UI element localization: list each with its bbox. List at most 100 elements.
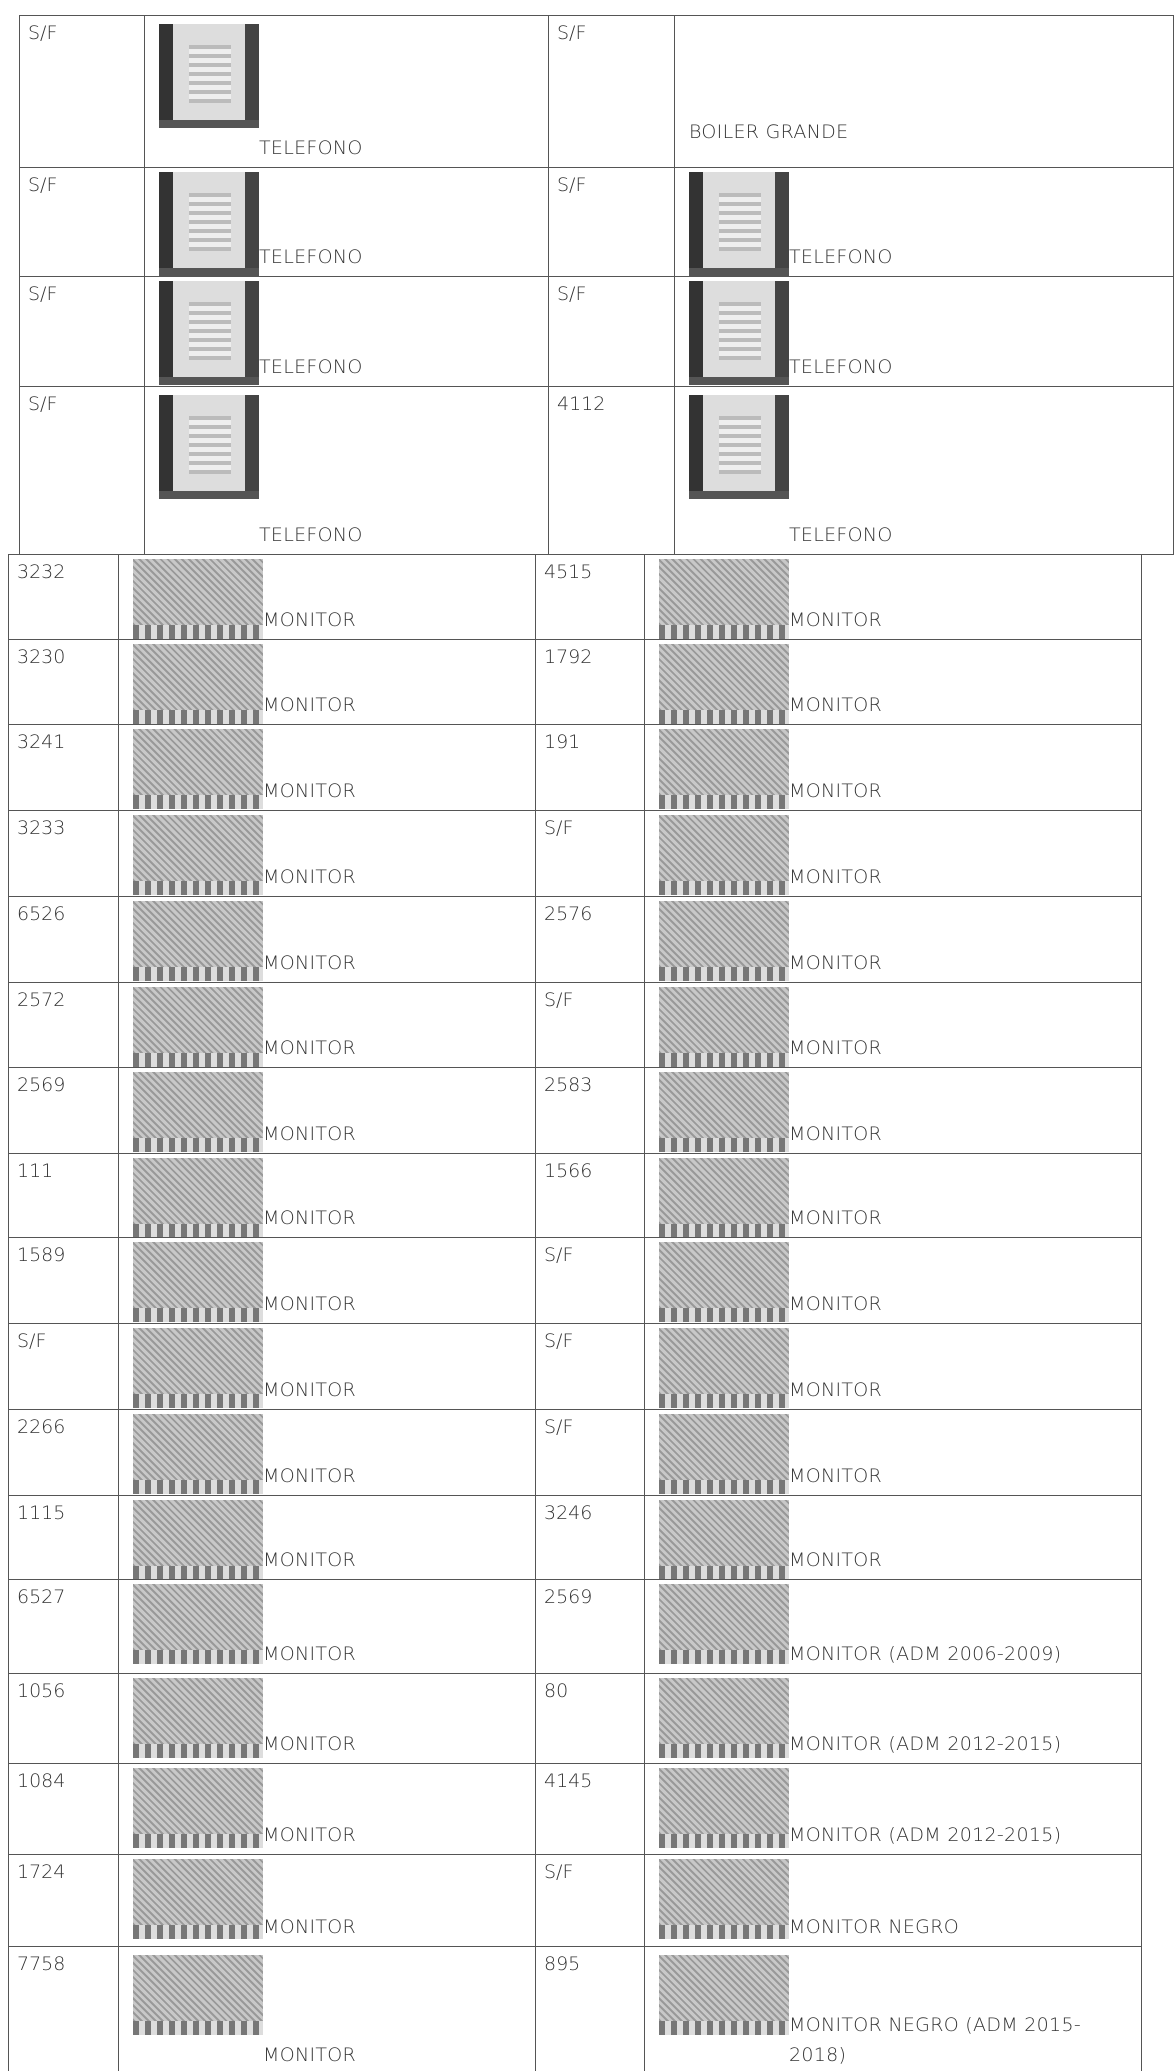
item-label: TELEFONO [789, 356, 893, 378]
inventory-code: 2576 [544, 903, 593, 925]
item-label: MONITOR [263, 952, 357, 974]
item-label: TELEFONO [789, 246, 893, 268]
item-cell: MONITOR [118, 1946, 536, 2071]
code-cell: 2266 [8, 1409, 119, 1496]
inventory-code: S/F [557, 174, 587, 196]
item-label: MONITOR [263, 1549, 357, 1571]
item-label: MONITOR [789, 1037, 883, 1059]
inventory-code: 7758 [17, 1953, 66, 1975]
item-cell: MONITOR [644, 639, 1142, 725]
item-label: MONITOR [789, 866, 883, 888]
item-photo [659, 1500, 789, 1580]
item-photo [133, 1768, 263, 1848]
item-label: MONITOR [263, 609, 357, 631]
item-label: MONITOR [789, 1207, 883, 1229]
item-cell: MONITOR [644, 1153, 1142, 1238]
code-cell: S/F [19, 167, 145, 277]
item-label: MONITOR [263, 866, 357, 888]
item-cell: MONITOR [118, 1323, 536, 1410]
code-cell: S/F [19, 386, 145, 555]
item-photo [159, 281, 259, 385]
item-cell: TELEFONO [144, 276, 549, 387]
item-photo [659, 901, 789, 981]
item-label: MONITOR [263, 1465, 357, 1487]
code-cell: 2569 [8, 1067, 119, 1154]
item-photo [659, 1768, 789, 1848]
item-photo [133, 815, 263, 895]
code-cell: S/F [535, 1237, 645, 1324]
code-cell: 1724 [8, 1854, 119, 1947]
inventory-code: 895 [544, 1953, 581, 1975]
code-cell: S/F [548, 276, 675, 387]
code-cell: 1589 [8, 1237, 119, 1324]
item-label: MONITOR [789, 1293, 883, 1315]
code-cell: 3246 [535, 1495, 645, 1580]
item-cell: MONITOR NEGRO (ADM 2015-2018) [644, 1946, 1142, 2071]
item-cell: MONITOR [644, 554, 1142, 640]
code-cell: S/F [535, 1854, 645, 1947]
item-cell: MONITOR [644, 1409, 1142, 1496]
code-cell: 895 [535, 1946, 645, 2071]
item-photo [133, 987, 263, 1067]
item-cell: MONITOR [118, 1579, 536, 1674]
code-cell: 1115 [8, 1495, 119, 1580]
item-cell: MONITOR [644, 1237, 1142, 1324]
item-label: MONITOR [789, 1465, 883, 1487]
item-photo [133, 559, 263, 639]
inventory-code: S/F [544, 1330, 574, 1352]
item-photo [659, 1414, 789, 1494]
inventory-code: 6527 [17, 1586, 66, 1608]
inventory-code: S/F [557, 22, 587, 44]
inventory-code: S/F [28, 22, 58, 44]
item-photo [689, 172, 789, 276]
item-cell: BOILER GRANDE [674, 15, 1174, 168]
item-label: TELEFONO [259, 524, 363, 546]
item-label: MONITOR [789, 609, 883, 631]
item-label: TELEFONO [259, 137, 363, 159]
item-label: MONITOR (ADM 2012-2015) [789, 1824, 1062, 1846]
item-photo [659, 1242, 789, 1322]
item-cell: MONITOR [118, 554, 536, 640]
inventory-code: 80 [544, 1680, 569, 1702]
item-cell: TELEFONO [674, 386, 1174, 555]
item-label: MONITOR [789, 694, 883, 716]
code-cell: S/F [19, 276, 145, 387]
inventory-code: 3232 [17, 561, 66, 583]
item-photo [133, 1678, 263, 1758]
item-photo [133, 1328, 263, 1408]
item-photo [133, 1859, 263, 1939]
item-photo [659, 1072, 789, 1152]
item-label: MONITOR (ADM 2012-2015) [789, 1733, 1062, 1755]
item-photo [159, 24, 259, 128]
inventory-code: 1115 [17, 1502, 66, 1524]
item-label: MONITOR [263, 1916, 357, 1938]
item-label: MONITOR [263, 1379, 357, 1401]
item-cell: MONITOR [118, 1673, 536, 1764]
inventory-code: 2266 [17, 1416, 66, 1438]
item-photo [659, 1955, 789, 2035]
inventory-code: 2583 [544, 1074, 593, 1096]
inventory-code: 6526 [17, 903, 66, 925]
item-label: TELEFONO [789, 524, 893, 546]
item-label: TELEFONO [259, 356, 363, 378]
item-label: MONITOR [263, 1824, 357, 1846]
item-cell: MONITOR [118, 810, 536, 897]
item-photo [659, 815, 789, 895]
inventory-code: 1589 [17, 1244, 66, 1266]
item-label: MONITOR [263, 1123, 357, 1145]
item-photo [689, 281, 789, 385]
item-label: MONITOR [789, 1123, 883, 1145]
item-photo [659, 559, 789, 639]
item-label: MONITOR [789, 1549, 883, 1571]
item-cell: TELEFONO [674, 276, 1174, 387]
code-cell: 6526 [8, 896, 119, 983]
code-cell: 80 [535, 1673, 645, 1764]
code-cell: 2572 [8, 982, 119, 1068]
item-cell: MONITOR [644, 1495, 1142, 1580]
inventory-code: 4145 [544, 1770, 593, 1792]
code-cell: S/F [535, 982, 645, 1068]
code-cell: S/F [548, 167, 675, 277]
item-cell: MONITOR [118, 1409, 536, 1496]
item-photo [133, 1414, 263, 1494]
item-photo [659, 1678, 789, 1758]
